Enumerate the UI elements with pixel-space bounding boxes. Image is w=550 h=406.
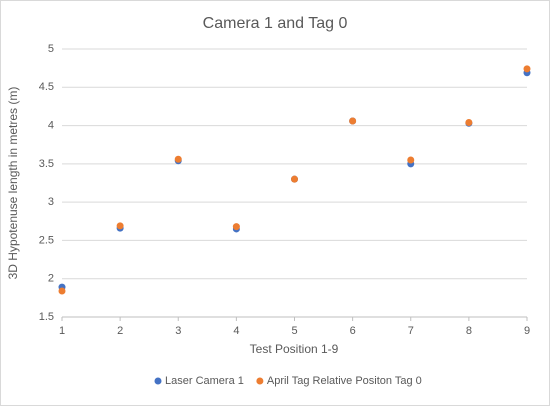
point [232,223,240,231]
x-tick-label: 5 [291,325,297,337]
legend-label: Laser Camera 1 [165,375,244,387]
y-tick-label: 5 [48,43,54,55]
x-axis-label: Test Position 1-9 [250,342,339,356]
y-tick-label: 2 [48,273,54,285]
point [291,175,298,183]
point [465,119,473,127]
y-tick-label: 1.5 [39,311,54,323]
point [407,156,415,164]
x-tick-label: 4 [233,325,239,337]
x-tick-label: 8 [466,325,472,337]
y-tick-label: 4.5 [39,81,54,93]
y-axis-label: 3D Hypotenuse length in metres (m) [6,87,20,280]
y-tick-label: 2.5 [39,234,54,246]
point [116,222,124,230]
point [349,117,357,125]
point [523,65,531,73]
x-tick-label: 2 [117,325,123,337]
legend-marker [154,377,162,385]
chart-title: Camera 1 and Tag 0 [203,15,348,32]
y-tick-label: 4 [48,119,54,131]
x-tick-label: 6 [350,325,356,337]
point [58,287,66,295]
legend-label: April Tag Relative Positon Tag 0 [267,375,422,387]
y-tick-label: 3 [48,196,54,208]
x-tick-label: 3 [175,325,181,337]
x-tick-label: 1 [59,325,65,337]
y-tick-label: 3.5 [39,158,54,170]
x-tick-label: 7 [408,325,414,337]
legend-marker [256,377,264,385]
point [174,155,182,163]
x-tick-label: 9 [524,325,530,337]
